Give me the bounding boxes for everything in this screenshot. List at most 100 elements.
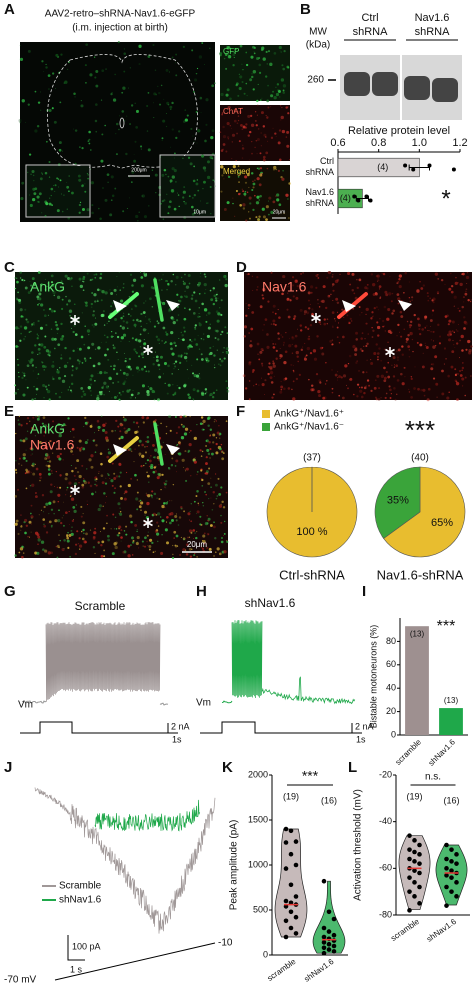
- speckle: [71, 369, 74, 372]
- speckle: [115, 153, 118, 156]
- speckle: [143, 545, 147, 548]
- speckle: [419, 333, 422, 336]
- speckle: [347, 271, 351, 275]
- speckle: [432, 340, 434, 342]
- speckle: [71, 486, 74, 488]
- speckle: [450, 365, 454, 369]
- speckle: [462, 296, 465, 299]
- speckle: [32, 365, 34, 367]
- data-point: [417, 870, 422, 876]
- speckle: [97, 362, 101, 366]
- speckle: [224, 326, 227, 329]
- speckle: [113, 542, 117, 546]
- speckle: [25, 379, 27, 381]
- speckle: [28, 360, 30, 362]
- speckle: [250, 114, 253, 118]
- speckle: [273, 52, 277, 55]
- speckle: [149, 387, 151, 389]
- speckle: [231, 127, 232, 129]
- speckle: [441, 369, 444, 373]
- speckle: [399, 310, 403, 314]
- speckle: [376, 274, 380, 278]
- speckle: [440, 278, 444, 282]
- speckle: [393, 364, 395, 366]
- speckle: [148, 318, 151, 321]
- speckle: [147, 55, 151, 58]
- speckle: [152, 287, 155, 290]
- speckle: [163, 342, 166, 344]
- speckle: [197, 129, 201, 133]
- speckle: [259, 305, 263, 309]
- speckle: [60, 521, 63, 525]
- speckle: [127, 544, 131, 548]
- speckle: [217, 297, 219, 299]
- speckle: [198, 312, 200, 315]
- speckle: [434, 344, 437, 347]
- speckle: [65, 511, 68, 515]
- speckle: [134, 523, 138, 527]
- speckle: [61, 210, 64, 213]
- speckle: [327, 270, 332, 275]
- speckle: [128, 341, 130, 343]
- speckle: [185, 467, 189, 471]
- mw-marker: 260: [307, 75, 324, 86]
- speckle: [359, 314, 361, 316]
- speckle: [281, 177, 285, 181]
- speckle: [116, 335, 120, 339]
- speckle: [110, 199, 113, 201]
- speckle: [210, 212, 212, 215]
- speckle: [77, 347, 79, 349]
- speckle: [175, 459, 179, 463]
- speckle: [274, 132, 277, 135]
- speckle: [20, 424, 23, 427]
- speckle: [237, 94, 240, 97]
- speckle: [146, 440, 150, 444]
- speckle: [123, 283, 125, 285]
- command: [200, 721, 352, 734]
- speckle: [16, 277, 18, 279]
- x-tick-label: shNav1.6: [425, 917, 458, 944]
- speckle: [268, 200, 270, 202]
- speckle: [70, 277, 73, 280]
- speckle: [215, 451, 219, 455]
- speckle: [95, 130, 98, 133]
- speckle: [100, 554, 104, 558]
- speckle: [366, 342, 369, 346]
- speckle: [69, 442, 72, 445]
- blot-band: [372, 72, 398, 96]
- speckle: [123, 312, 125, 314]
- speckle: [73, 436, 75, 438]
- speckle: [280, 119, 282, 121]
- speckle: [19, 271, 22, 274]
- data-point: [444, 884, 449, 890]
- speckle: [367, 333, 370, 335]
- speckle: [132, 319, 135, 322]
- speckle: [89, 378, 93, 381]
- speckle: [464, 394, 467, 397]
- blot-band: [344, 72, 370, 96]
- speckle: [336, 326, 339, 329]
- speckle: [114, 430, 116, 432]
- speckle: [94, 348, 97, 350]
- speckle: [239, 204, 242, 207]
- speckle: [18, 463, 20, 465]
- speckle: [163, 502, 166, 505]
- speckle: [60, 337, 64, 341]
- speckle: [37, 535, 41, 539]
- speckle: [250, 361, 252, 363]
- speckle: [220, 521, 223, 524]
- speckle: [110, 175, 114, 179]
- speckle: [95, 69, 99, 73]
- speckle: [78, 211, 81, 214]
- speckle: [64, 80, 68, 84]
- speckle: [245, 219, 248, 222]
- speckle: [68, 523, 70, 525]
- speckle: [400, 315, 404, 318]
- speckle: [202, 166, 207, 170]
- data-point: [407, 847, 412, 852]
- speckle: [378, 285, 382, 288]
- speckle: [293, 371, 295, 373]
- speckle: [135, 366, 140, 370]
- speckle: [38, 352, 41, 355]
- speckle: [204, 388, 208, 391]
